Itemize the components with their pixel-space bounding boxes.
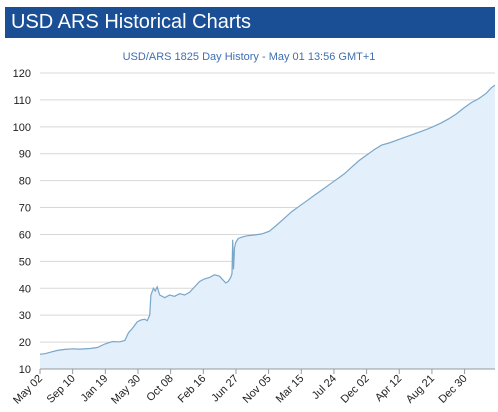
x-tick-label: Sep 10 xyxy=(45,373,78,406)
x-tick-label: Aug 21 xyxy=(404,373,437,406)
y-tick-label: 70 xyxy=(19,203,31,215)
x-tick-label: May 30 xyxy=(109,373,143,407)
x-tick-label: Nov 05 xyxy=(241,373,274,406)
x-tick-label: Mar 15 xyxy=(274,373,307,406)
y-tick-label: 110 xyxy=(13,95,31,107)
y-tick-label: 80 xyxy=(19,176,31,188)
page-title: USD ARS Historical Charts xyxy=(11,11,252,33)
y-tick-label: 100 xyxy=(13,122,31,134)
x-axis-ticks xyxy=(39,369,466,374)
x-tick-label: Oct 08 xyxy=(144,373,175,404)
series-area xyxy=(40,85,495,369)
y-axis-labels: 10 20 30 40 50 60 70 80 90 100 110 120 xyxy=(13,68,31,376)
y-tick-label: 60 xyxy=(19,229,31,241)
x-tick-label: Feb 16 xyxy=(176,373,209,406)
x-tick-label: Jun 27 xyxy=(209,373,241,405)
x-tick-label: Jul 24 xyxy=(310,373,339,402)
y-tick-label: 10 xyxy=(19,364,31,376)
y-tick-label: 40 xyxy=(19,283,31,295)
x-tick-label: Jan 19 xyxy=(79,373,111,405)
x-tick-label: Apr 12 xyxy=(373,373,404,404)
page-header: USD ARS Historical Charts xyxy=(5,7,495,38)
x-tick-label: Dec 02 xyxy=(339,373,372,406)
y-tick-label: 90 xyxy=(19,149,31,161)
x-tick-label: Dec 30 xyxy=(437,373,470,406)
x-tick-label: May 02 xyxy=(11,373,45,407)
y-tick-label: 20 xyxy=(19,337,31,349)
series-line xyxy=(39,84,496,355)
y-tick-label: 30 xyxy=(19,310,31,322)
y-tick-label: 120 xyxy=(13,68,31,80)
chart-title: USD/ARS 1825 Day History - May 01 13:56 … xyxy=(122,51,376,63)
y-tick-label: 50 xyxy=(19,256,31,268)
